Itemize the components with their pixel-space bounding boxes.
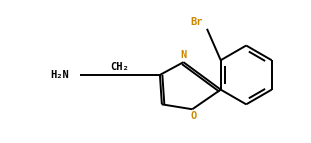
Text: H₂N: H₂N: [50, 70, 69, 80]
Text: Br: Br: [191, 17, 203, 27]
Text: N: N: [180, 50, 187, 60]
Text: CH₂: CH₂: [110, 62, 129, 72]
Text: O: O: [190, 111, 196, 121]
